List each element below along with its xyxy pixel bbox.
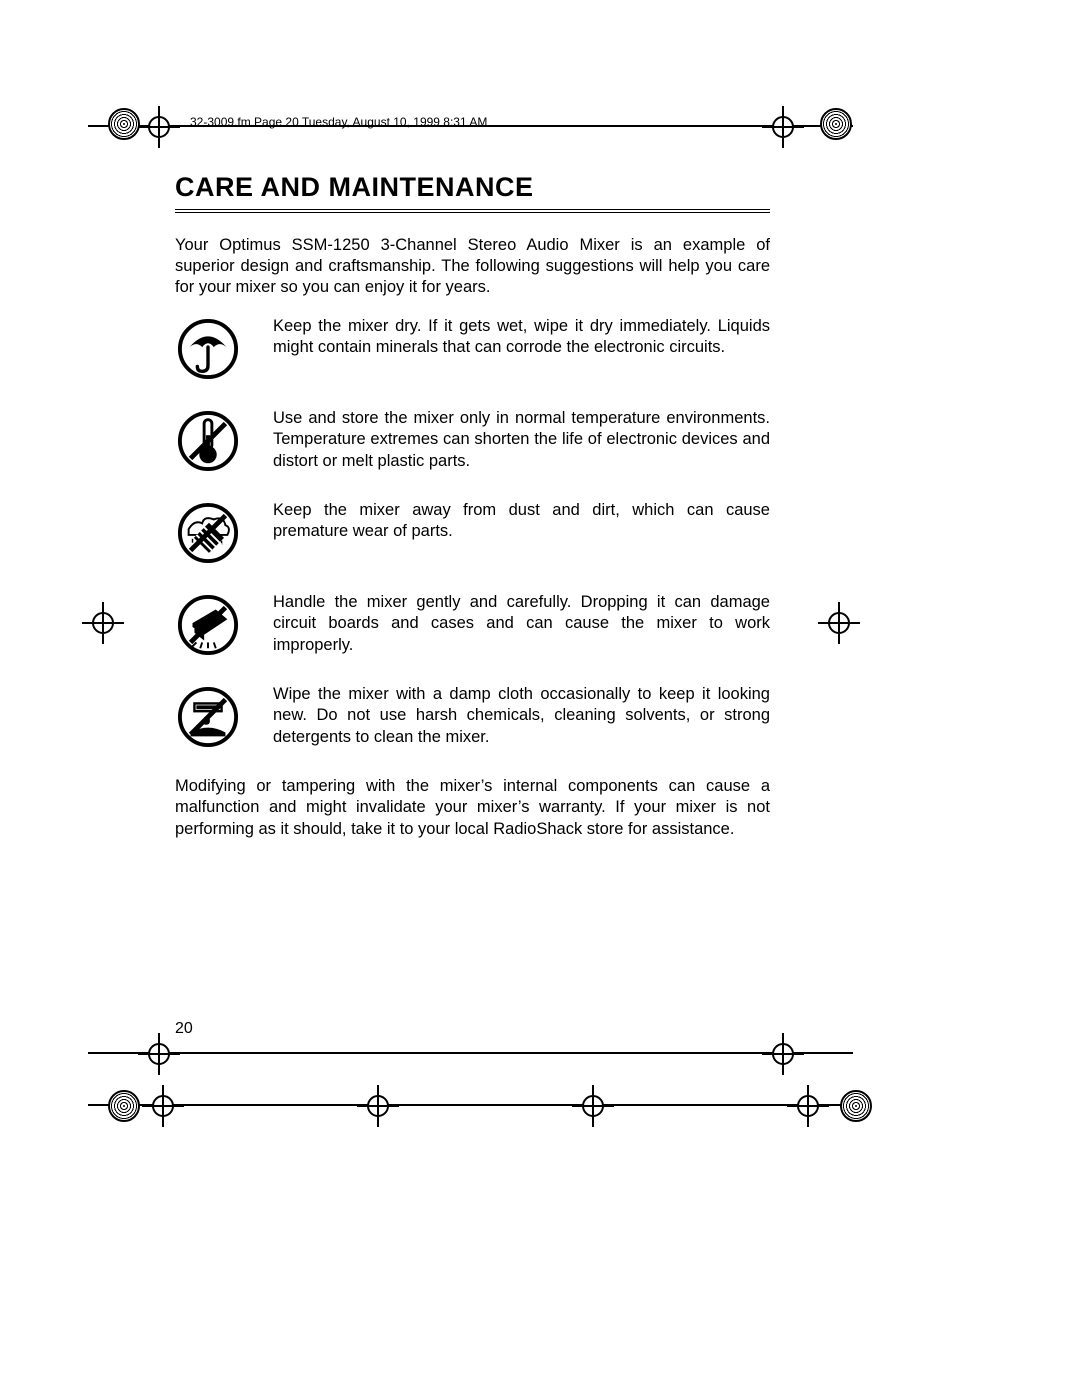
tip-item: Keep the mixer away from dust and dirt, … [175, 500, 770, 564]
reg-mark [92, 612, 114, 634]
reg-mark [152, 1095, 174, 1117]
reg-mark [148, 116, 170, 138]
tip-text: Wipe the mixer with a damp cloth occasio… [241, 684, 770, 747]
reg-mark [840, 1090, 872, 1122]
reg-mark [108, 1090, 140, 1122]
no-dust-icon [175, 500, 241, 564]
manual-page: 32-3009.fm Page 20 Tuesday, August 10, 1… [0, 0, 1080, 1397]
tip-text: Use and store the mixer only in normal t… [241, 408, 770, 471]
reg-mark [820, 108, 852, 140]
reg-mark [797, 1095, 819, 1117]
tip-text: Handle the mixer gently and carefully. D… [241, 592, 770, 655]
reg-mark [148, 1043, 170, 1065]
tip-item: Keep the mixer dry. If it gets wet, wipe… [175, 316, 770, 380]
no-thermometer-icon [175, 408, 241, 472]
reg-mark [367, 1095, 389, 1117]
tip-item: Use and store the mixer only in normal t… [175, 408, 770, 472]
running-header: 32-3009.fm Page 20 Tuesday, August 10, 1… [190, 115, 487, 129]
tip-item: Wipe the mixer with a damp cloth occasio… [175, 684, 770, 748]
no-drop-icon [175, 592, 241, 656]
reg-mark [772, 116, 794, 138]
reg-mark [108, 108, 140, 140]
umbrella-icon [175, 316, 241, 380]
tip-item: Handle the mixer gently and carefully. D… [175, 592, 770, 656]
crop-line-bottom [88, 1052, 853, 1054]
title-rule [175, 209, 770, 213]
reg-mark [828, 612, 850, 634]
page-title: CARE AND MAINTENANCE [175, 172, 770, 203]
outro-text: Modifying or tampering with the mixer’s … [175, 776, 770, 839]
reg-mark [772, 1043, 794, 1065]
crop-line-bottom-2 [88, 1104, 853, 1106]
no-chemicals-icon [175, 684, 241, 748]
reg-mark [582, 1095, 604, 1117]
intro-text: Your Optimus SSM-1250 3-Channel Stereo A… [175, 235, 770, 298]
page-number: 20 [175, 1020, 193, 1038]
page-content: CARE AND MAINTENANCE Your Optimus SSM-12… [175, 172, 770, 840]
tip-text: Keep the mixer dry. If it gets wet, wipe… [241, 316, 770, 358]
tip-text: Keep the mixer away from dust and dirt, … [241, 500, 770, 542]
